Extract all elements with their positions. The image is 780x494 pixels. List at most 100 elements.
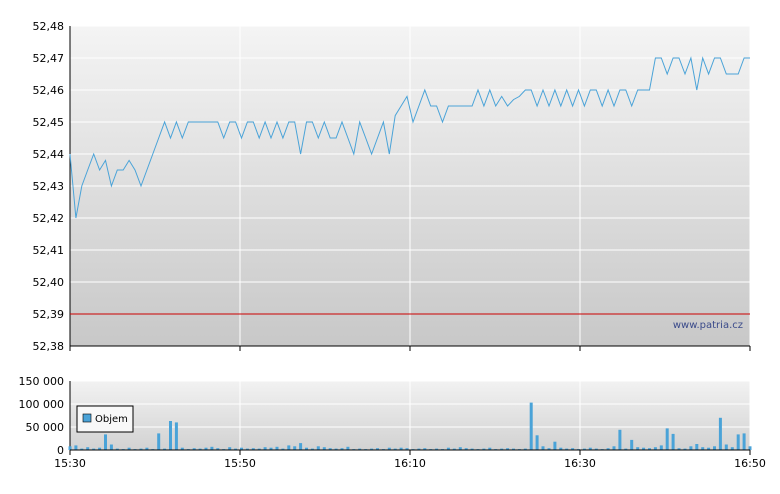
volume-bar [512, 448, 515, 450]
x-tick-label: 15:30 [54, 457, 86, 470]
volume-bar [458, 447, 462, 450]
volume-bar [618, 429, 622, 450]
volume-bar [316, 446, 320, 450]
volume-bar [671, 433, 675, 450]
volume-bar [748, 446, 752, 450]
volume-bar [157, 433, 161, 450]
price-y-tick-label: 52,40 [33, 276, 65, 289]
volume-bar [452, 448, 456, 450]
volume-bar [713, 446, 716, 450]
volume-bar [547, 448, 551, 450]
volume-bar [322, 447, 326, 450]
volume-bar [642, 447, 646, 450]
volume-bar [677, 448, 681, 450]
volume-bar [695, 444, 699, 450]
volume-bar [263, 447, 267, 450]
legend-label: Objem [95, 414, 128, 425]
volume-bar [281, 448, 285, 450]
volume-bar [393, 448, 397, 450]
price-x-ticks [69, 346, 751, 351]
volume-bar [245, 448, 249, 450]
volume-bar [328, 448, 332, 450]
volume-bar [216, 448, 220, 450]
volume-bar [334, 448, 338, 450]
volume-y-tick-label: 50 000 [26, 421, 65, 434]
volume-bar [340, 448, 344, 450]
volume-bar [588, 447, 592, 450]
volume-bar [180, 447, 184, 450]
volume-bar [470, 448, 474, 450]
price-y-axis: 52,48 52,47 52,46 52,45 52,44 52,43 52,42 52,41… [33, 20, 71, 353]
volume-bar [529, 402, 533, 450]
volume-bar [653, 447, 657, 450]
volume-bar [423, 448, 427, 450]
volume-bar [92, 448, 96, 450]
volume-bar [648, 448, 651, 450]
volume-bar [269, 447, 273, 450]
volume-bar [163, 448, 167, 450]
volume-bar [612, 446, 616, 450]
price-y-tick-label: 52,46 [33, 84, 65, 97]
volume-bar [74, 445, 78, 450]
price-y-tick-label: 52,39 [33, 308, 65, 321]
volume-bar [234, 448, 238, 450]
volume-bar [523, 448, 527, 450]
volume-bar [405, 448, 409, 450]
price-y-tick-label: 52,43 [33, 180, 65, 193]
volume-bar [145, 447, 149, 450]
price-y-tick-label: 52,38 [33, 340, 65, 353]
volume-bar [417, 448, 421, 450]
volume-bar [174, 422, 178, 450]
price-series-line [69, 56, 750, 219]
volume-bar [305, 447, 308, 450]
price-y-tick-label: 52,47 [33, 52, 65, 65]
volume-y-tick-label: 0 [57, 444, 64, 457]
volume-y-tick-label: 150 000 [19, 375, 65, 388]
price-y-tick-label: 52,45 [33, 116, 65, 129]
volume-bar [506, 448, 510, 450]
volume-bar [240, 447, 243, 450]
volume-bar [683, 448, 687, 450]
volume-bar [736, 434, 740, 450]
legend-swatch [82, 413, 92, 423]
volume-y-axis: 150 000 100 000 50 000 0 [19, 375, 71, 457]
volume-bar [251, 448, 255, 450]
volume-bar [742, 433, 746, 450]
volume-bar [257, 448, 261, 450]
volume-bar [701, 447, 705, 450]
volume-bar [127, 447, 131, 450]
volume-bar [109, 444, 113, 450]
volume-bar [724, 444, 728, 450]
x-tick-label: 15:50 [224, 457, 256, 470]
volume-bars [68, 402, 752, 450]
volume-bar [659, 445, 663, 450]
volume-bar [630, 439, 634, 450]
volume-bar [299, 443, 303, 450]
volume-bar [310, 448, 314, 450]
volume-bar [553, 441, 557, 450]
volume-bar [293, 446, 297, 450]
price-y-tick-label: 52,44 [33, 148, 65, 161]
volume-bar [606, 448, 610, 450]
volume-bar [582, 448, 586, 450]
volume-x-axis-ticks: 15:30 15:50 16:10 16:30 16:50 [54, 450, 766, 470]
volume-bar [541, 446, 545, 450]
volume-bar [98, 447, 102, 450]
volume-bar [275, 446, 279, 450]
volume-bar [571, 448, 575, 450]
volume-bar [370, 448, 374, 450]
volume-bar [287, 445, 291, 450]
volume-bar [446, 447, 450, 450]
volume-bar [565, 448, 569, 450]
x-tick-label: 16:10 [394, 457, 426, 470]
volume-bar [718, 417, 722, 450]
volume-bar [535, 435, 539, 450]
price-y-tick-label: 52,42 [33, 212, 65, 225]
volume-bar [387, 447, 391, 450]
volume-bar [68, 446, 72, 450]
volume-bar [210, 446, 214, 450]
volume-bar [169, 421, 172, 450]
volume-bar [228, 447, 232, 450]
